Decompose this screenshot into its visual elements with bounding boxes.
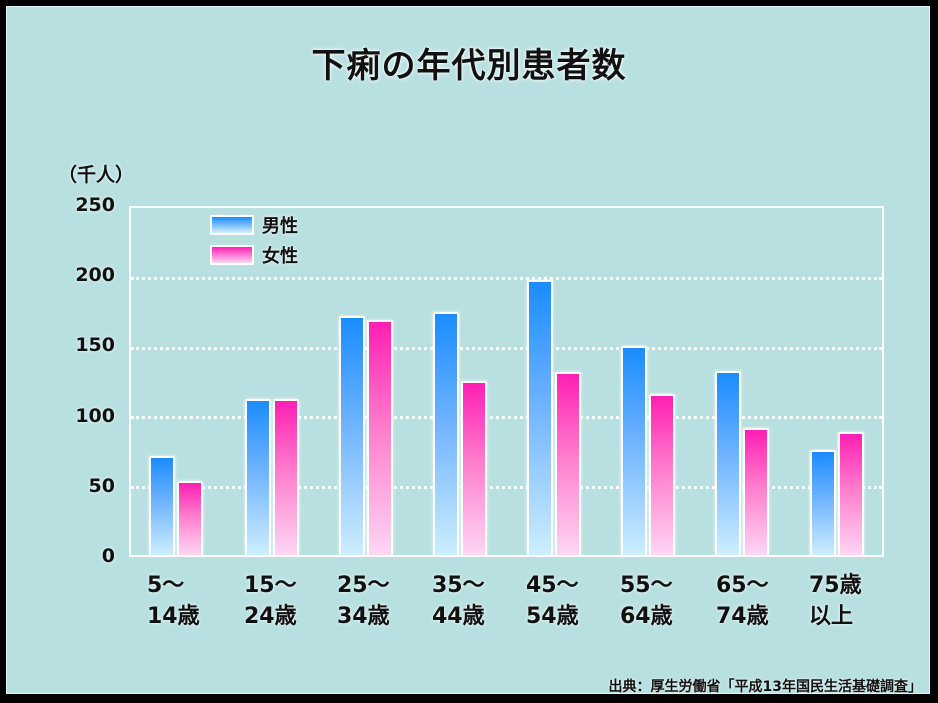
- x-tick-label-line: 74歳: [716, 604, 769, 629]
- gridline: [131, 276, 882, 280]
- bar-male-6: [715, 370, 741, 555]
- y-axis-unit-label: （千人）: [58, 164, 135, 186]
- x-tick-label-line: 44歳: [432, 604, 485, 629]
- legend-swatch-female: [210, 245, 254, 265]
- legend-item-male: 男性: [210, 210, 298, 240]
- x-tick-label: 15～ 24歳: [244, 570, 334, 632]
- legend-item-female: 女性: [210, 240, 298, 270]
- bar-male-4: [527, 280, 553, 555]
- plot-area: [129, 206, 884, 557]
- y-tick-label: 50: [88, 474, 115, 497]
- gridline: [131, 486, 882, 490]
- x-tick-label-line: 24歳: [244, 604, 297, 629]
- bar-female-3: [461, 380, 487, 555]
- x-tick-label-line: 64歳: [620, 604, 673, 629]
- gridline: [131, 416, 882, 420]
- x-tick-label-line: 55～: [620, 573, 673, 598]
- x-tick-label-line: 65～: [716, 573, 769, 598]
- bar-male-0: [149, 455, 175, 555]
- chart-frame: [6, 6, 930, 694]
- x-tick-label: 45～ 54歳: [526, 570, 616, 632]
- legend-label-male: 男性: [262, 216, 298, 237]
- x-tick-label: 5～ 14歳: [147, 570, 237, 632]
- x-tick-label-line: 25～: [337, 573, 390, 598]
- x-tick-label: 55～ 64歳: [620, 570, 710, 632]
- x-tick-label-line: 14歳: [147, 604, 200, 629]
- x-tick-label-line: 以上: [809, 604, 854, 629]
- bar-male-5: [621, 345, 647, 555]
- bar-female-5: [649, 394, 675, 555]
- y-tick-label: 0: [101, 545, 115, 567]
- source-note: 出典：厚生労働省「平成13年国民生活基礎調査」: [608, 679, 922, 695]
- bar-male-1: [245, 398, 271, 555]
- x-tick-label-line: 34歳: [337, 604, 390, 629]
- bar-female-1: [273, 398, 299, 555]
- x-tick-label-line: 15～: [244, 573, 297, 598]
- bar-female-0: [177, 481, 203, 555]
- bar-male-2: [339, 316, 365, 555]
- x-tick-label: 35～ 44歳: [432, 570, 522, 632]
- x-tick-label-line: 54歳: [526, 604, 579, 629]
- legend-swatch-male: [210, 215, 254, 235]
- gridline: [131, 346, 882, 350]
- x-tick-label-line: 35～: [432, 573, 485, 598]
- x-tick-label-line: 75歳: [809, 573, 862, 598]
- legend-label-female: 女性: [262, 246, 298, 267]
- bar-female-6: [743, 427, 769, 555]
- bar-female-2: [367, 320, 393, 555]
- x-tick-label: 25～ 34歳: [337, 570, 427, 632]
- chart-title: 下痢の年代別患者数: [311, 46, 627, 86]
- x-tick-label: 65～ 74歳: [716, 570, 806, 632]
- bar-male-3: [433, 312, 459, 555]
- legend: 男性 女性: [210, 210, 298, 270]
- bar-female-7: [838, 432, 864, 555]
- x-tick-label-line: 45～: [526, 573, 579, 598]
- y-tick-label: 100: [75, 404, 115, 427]
- x-tick-label: 75歳以上: [809, 570, 899, 632]
- x-tick-label-line: 5～: [147, 573, 185, 598]
- y-tick-label: 250: [75, 194, 115, 216]
- y-tick-label: 150: [75, 334, 115, 357]
- bar-female-4: [555, 372, 581, 555]
- bar-male-7: [810, 450, 836, 555]
- y-tick-label: 200: [75, 264, 115, 287]
